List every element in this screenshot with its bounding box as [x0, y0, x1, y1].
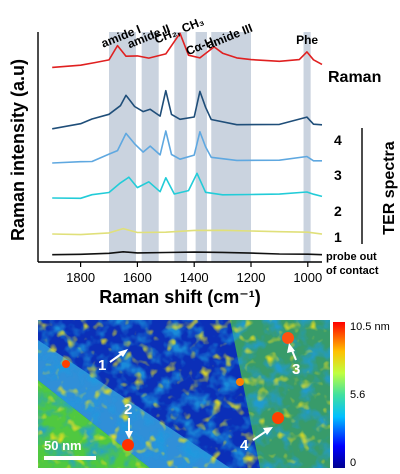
x-axis-label: Raman shift (cm⁻¹) — [99, 287, 261, 307]
svg-text:4: 4 — [240, 437, 249, 454]
band-regions — [109, 32, 311, 262]
colorbar — [333, 322, 345, 468]
probe-label-line1: probe out — [326, 251, 377, 263]
svg-text:3: 3 — [292, 361, 300, 378]
ter-label-3: 3 — [334, 167, 342, 183]
raman-series-label: Raman — [328, 69, 381, 86]
x-tick-label-4: 1000 — [293, 270, 322, 285]
heatmap-image — [38, 320, 330, 468]
series-5 — [52, 251, 323, 256]
ter-label-2: 2 — [334, 203, 342, 219]
svg-text:1: 1 — [98, 357, 106, 374]
band-3 — [195, 32, 207, 262]
band-label-5: Phe — [296, 33, 318, 47]
ter-label-1: 1 — [334, 229, 342, 245]
colorbar-mid-label: 5.6 — [350, 389, 365, 401]
svg-text:50 nm: 50 nm — [44, 438, 82, 453]
spectra-series — [52, 32, 323, 256]
band-5 — [303, 32, 311, 262]
ter-label-4: 4 — [334, 132, 342, 148]
x-ticks: 1800 1600 1400 1200 1000 — [66, 262, 322, 285]
series-0 — [52, 32, 323, 69]
series-1 — [52, 89, 323, 130]
x-tick-label-0: 1800 — [66, 270, 95, 285]
y-axis-label: Raman intensity (a.u) — [8, 59, 28, 241]
topography-map: 10.5 nm 5.6 0 1 2 3 4 50 nm — [38, 320, 390, 469]
series-4 — [52, 227, 323, 236]
x-tick-label-2: 1400 — [180, 270, 209, 285]
scale-bar: 50 nm — [44, 438, 96, 460]
band-2 — [174, 32, 188, 262]
ter-spectra-label: TER spectra — [381, 141, 398, 234]
x-tick-label-1: 1600 — [123, 270, 152, 285]
probe-label-line2: of contact — [326, 265, 379, 277]
band-4 — [211, 32, 251, 262]
point-marker-1: 1 — [98, 349, 128, 374]
colorbar-max-label: 10.5 nm — [350, 321, 390, 333]
series-2 — [52, 130, 322, 164]
colorbar-min-label: 0 — [350, 457, 356, 469]
hotspot-2 — [122, 439, 134, 451]
hotspot-3 — [282, 332, 294, 344]
band-0 — [109, 32, 136, 262]
series-3 — [52, 172, 323, 200]
hotspot-4 — [272, 412, 284, 424]
point-marker-2: 2 — [124, 401, 133, 439]
x-tick-label-3: 1200 — [237, 270, 266, 285]
point-marker-3: 3 — [287, 343, 300, 378]
point-marker-4: 4 — [240, 427, 273, 454]
svg-text:2: 2 — [124, 401, 132, 418]
